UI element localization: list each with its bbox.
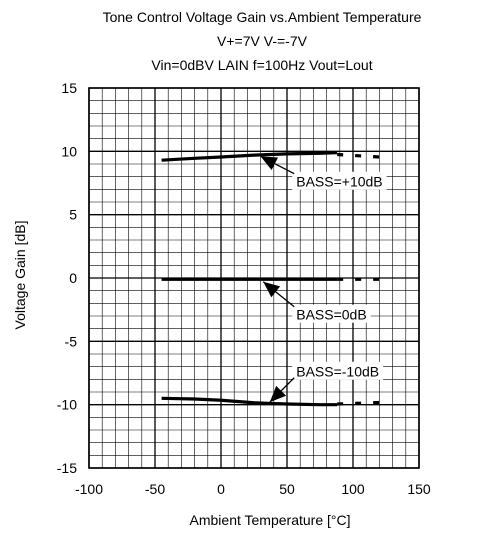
x-tick-label: 100	[341, 481, 365, 497]
y-tick-label: 5	[69, 207, 77, 223]
chart-title: Tone Control Voltage Gain vs.Ambient Tem…	[103, 9, 422, 73]
series-line-solid	[161, 151, 338, 162]
data-series	[161, 151, 391, 407]
annotation-arrowhead	[263, 281, 281, 298]
series-line-solid	[161, 396, 338, 407]
y-tick-label: 15	[61, 80, 77, 96]
x-tick-label: 50	[279, 481, 295, 497]
annotation-2: BASS=0dB	[262, 281, 371, 323]
y-axis-label: Voltage Gain [dB]	[12, 221, 28, 330]
x-tick-label: -50	[145, 481, 165, 497]
annotation-1: BASS=+10dB	[260, 155, 387, 190]
annotation-label: BASS=0dB	[296, 307, 366, 323]
y-tick-label: -5	[65, 333, 78, 349]
y-tick-label: -10	[57, 397, 77, 413]
title-line-2: V+=7V V-=-7V	[217, 33, 308, 49]
annotation-label: BASS=-10dB	[296, 364, 379, 380]
y-tick-label: -15	[57, 460, 77, 476]
annotation-arrowhead	[260, 156, 279, 170]
x-axis-label: Ambient Temperature [°C]	[190, 512, 351, 528]
annotation-3: BASS=-10dB	[269, 361, 384, 403]
title-line-3: Vin=0dBV LAIN f=100Hz Vout=Lout	[151, 57, 372, 73]
annotations: BASS=+10dB BASS=0dB BASS=-10dB	[260, 155, 387, 403]
annotation-label: BASS=+10dB	[296, 174, 382, 190]
annotation-label-bg	[292, 361, 384, 380]
annotation-arrowhead	[269, 385, 287, 403]
plot-frame	[88, 87, 420, 469]
annotation-label-bg	[292, 304, 371, 323]
y-tick-label: 10	[61, 143, 77, 159]
x-tick-label: -100	[75, 481, 103, 497]
series-3	[161, 396, 391, 407]
x-tick-label: 0	[217, 481, 225, 497]
series-line-dashed	[337, 400, 391, 406]
series-1	[161, 151, 391, 162]
y-tick-label: 0	[69, 270, 77, 286]
annotation-label-bg	[292, 171, 387, 190]
title-line-1: Tone Control Voltage Gain vs.Ambient Tem…	[103, 9, 422, 25]
x-tick-label: 150	[407, 481, 431, 497]
series-line-dashed	[337, 152, 391, 160]
